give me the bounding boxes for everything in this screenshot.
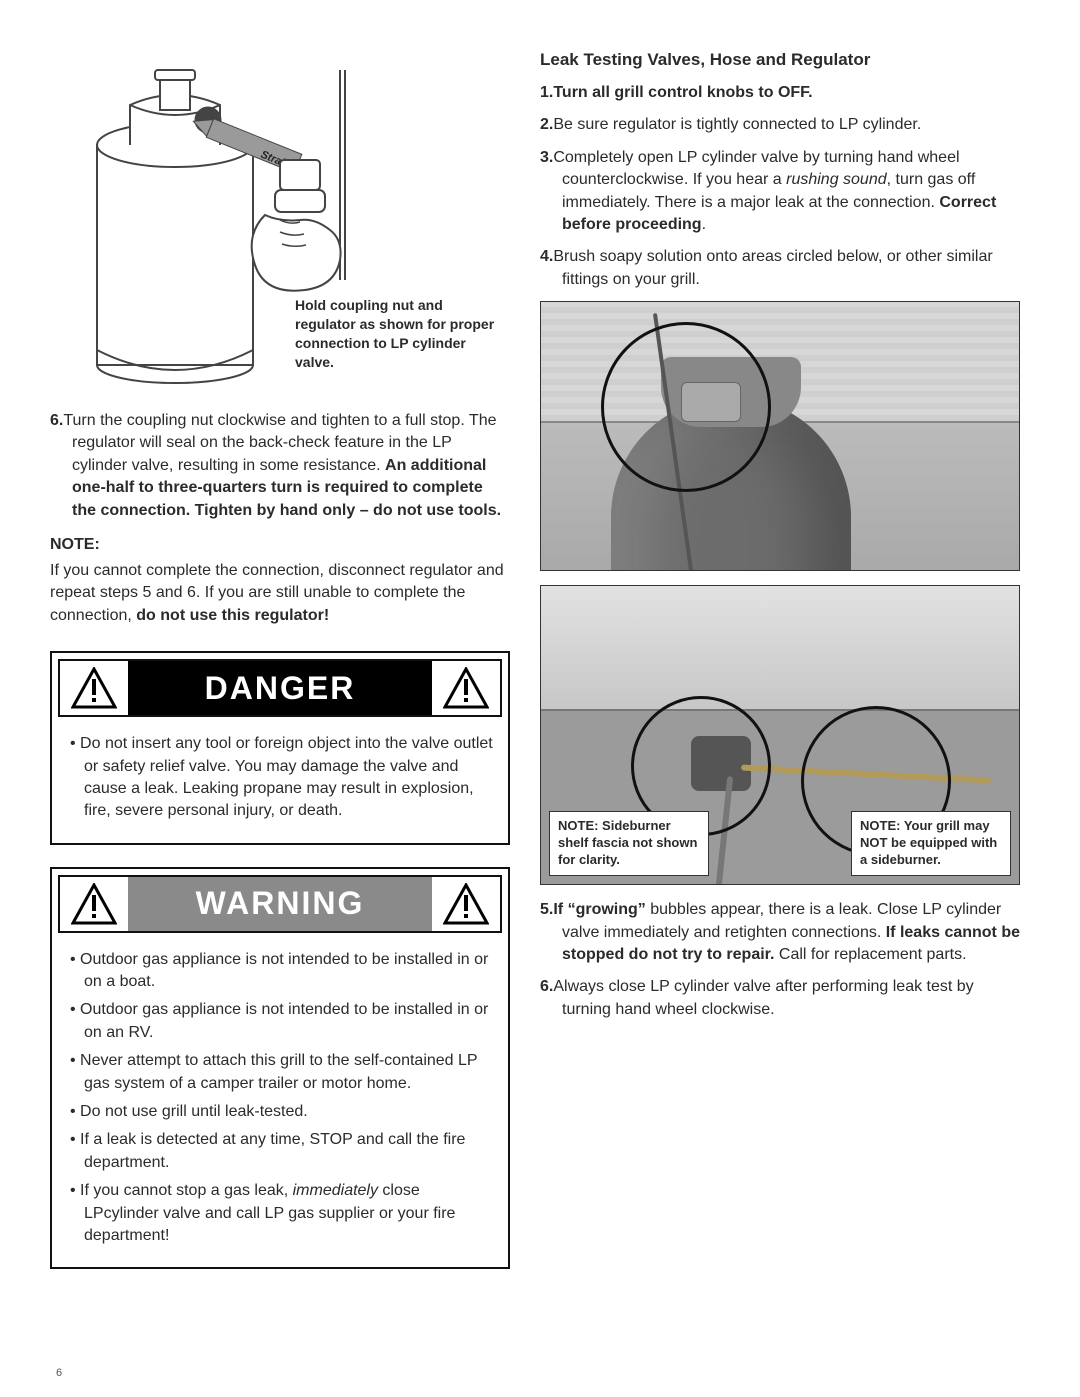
step-5-a: If “growing” [553,901,645,918]
warning-triangle-icon [60,877,128,931]
left-column: Straight Hold coupling nut and regulator… [50,50,510,1291]
danger-body: Do not insert any tool or foreign object… [52,723,508,843]
step-2-text: Be sure regulator is tightly connected t… [553,116,921,133]
shelf-bg [541,586,1019,711]
step-6-num: 6. [50,412,63,429]
page: Straight Hold coupling nut and regulator… [0,0,1080,1311]
warning-box: WARNING Outdoor gas appliance is not int… [50,867,510,1270]
photo-tank-regulator [540,301,1020,571]
step-4-text: Brush soapy solution onto areas circled … [553,248,992,287]
warning-item: If a leak is detected at any time, STOP … [66,1129,494,1174]
note-text-bold: do not use this regulator! [136,607,329,624]
right-column: Leak Testing Valves, Hose and Regulator … [540,50,1020,1291]
section-title: Leak Testing Valves, Hose and Regulator [540,50,1020,70]
step-5-num: 5. [540,901,553,918]
step-4: 4.Brush soapy solution onto areas circle… [540,246,1020,291]
warning-item-last: If you cannot stop a gas leak, immediate… [66,1180,494,1247]
danger-box: DANGER Do not insert any tool or foreign… [50,651,510,845]
step-2-num: 2. [540,116,553,133]
step-6r-text: Always close LP cylinder valve after per… [553,978,973,1017]
danger-item: Do not insert any tool or foreign object… [66,733,494,823]
warning-triangle-icon [60,661,128,715]
inspection-circle [601,322,771,492]
photo-sideburner: NOTE: Sideburner shelf fascia not shown … [540,585,1020,885]
note-text: If you cannot complete the connection, d… [50,560,510,627]
step-6r-num: 6. [540,978,553,995]
step-4-num: 4. [540,248,553,265]
danger-label: DANGER [128,661,432,715]
step-3: 3.Completely open LP cylinder valve by t… [540,147,1020,237]
page-number: 6 [56,1367,62,1379]
warning-header: WARNING [58,875,502,933]
warning-label: WARNING [128,877,432,931]
warning-item: Outdoor gas appliance is not intended to… [66,999,494,1044]
warning-triangle-icon [432,661,500,715]
danger-header: DANGER [58,659,502,717]
photo-note-left: NOTE: Sideburner shelf fascia not shown … [549,811,709,876]
step-6r: 6.Always close LP cylinder valve after p… [540,976,1020,1021]
warning-last-italic: immediately [293,1182,378,1199]
step-1-bold: Turn all grill control knobs to OFF. [553,84,812,101]
step-5-d: Call for replacement parts. [774,946,966,963]
note-label: NOTE: [50,536,510,554]
step-3-num: 3. [540,149,553,166]
warning-last-a: If you cannot stop a gas leak, [80,1182,293,1199]
step-6: 6.Turn the coupling nut clockwise and ti… [50,410,510,522]
step-3-d: . [702,216,706,233]
warning-item: Do not use grill until leak-tested. [66,1101,494,1123]
cylinder-figure: Straight Hold coupling nut and regulator… [50,50,510,390]
warning-item: Never attempt to attach this grill to th… [66,1050,494,1095]
step-2: 2.Be sure regulator is tightly connected… [540,114,1020,136]
step-1-num: 1. [540,84,553,101]
step-5: 5.If “growing” bubbles appear, there is … [540,899,1020,966]
step-3-italic: rushing sound [786,171,887,188]
warning-triangle-icon [432,877,500,931]
warning-item: Outdoor gas appliance is not intended to… [66,949,494,994]
figure-caption: Hold coupling nut and regulator as shown… [295,296,505,372]
warning-body: Outdoor gas appliance is not intended to… [52,939,508,1268]
step-1: 1.Turn all grill control knobs to OFF. [540,82,1020,104]
photo-note-right: NOTE: Your grill may NOT be equipped wit… [851,811,1011,876]
